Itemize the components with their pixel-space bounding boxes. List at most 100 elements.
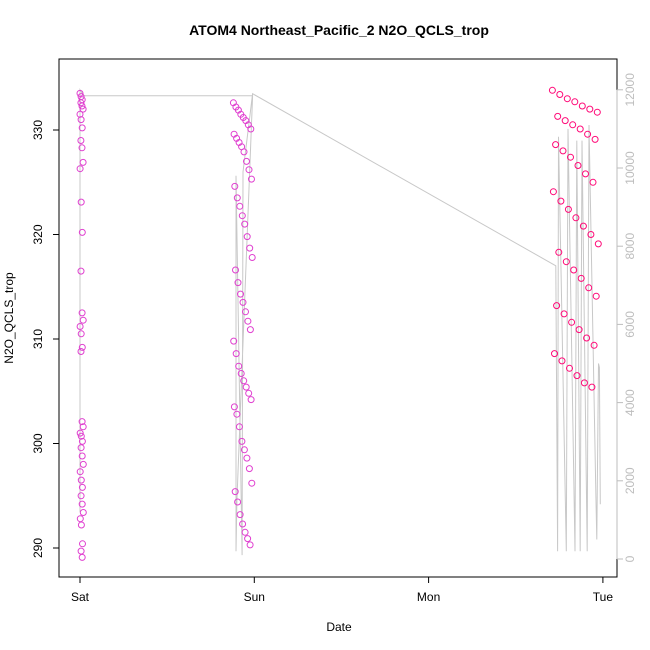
data-point bbox=[233, 410, 241, 418]
data-point bbox=[77, 521, 85, 529]
data-point bbox=[559, 147, 567, 155]
data-point bbox=[245, 465, 253, 473]
data-point bbox=[77, 444, 85, 452]
data-point bbox=[76, 429, 84, 437]
data-point bbox=[79, 316, 87, 324]
data-point bbox=[76, 110, 84, 118]
data-point bbox=[78, 144, 86, 152]
data-point bbox=[79, 460, 87, 468]
data-point bbox=[78, 228, 86, 236]
x-tick-label: Tue bbox=[593, 590, 614, 604]
data-point bbox=[582, 170, 589, 178]
data-point bbox=[78, 500, 86, 508]
data-point bbox=[590, 341, 598, 349]
data-point bbox=[241, 528, 249, 536]
data-point bbox=[238, 212, 246, 220]
x-tick-label: Sat bbox=[71, 590, 90, 604]
data-point bbox=[246, 541, 254, 549]
y-tick-label: 310 bbox=[31, 329, 45, 349]
data-point bbox=[240, 446, 248, 454]
data-point bbox=[576, 125, 584, 133]
y2-tick-label: 0 bbox=[623, 555, 637, 562]
data-point bbox=[248, 479, 256, 487]
y2-tick-label: 6000 bbox=[623, 311, 637, 338]
data-point bbox=[237, 290, 244, 298]
data-point bbox=[591, 135, 599, 143]
x-axis: Sat Sun Mon Tue bbox=[71, 576, 614, 604]
data-point bbox=[79, 158, 87, 166]
data-point bbox=[234, 498, 242, 506]
data-point bbox=[574, 162, 582, 169]
data-point bbox=[78, 343, 86, 351]
y-tick-label: 290 bbox=[31, 538, 45, 558]
data-point bbox=[563, 95, 571, 103]
y-tick-label: 320 bbox=[31, 224, 45, 244]
data-point bbox=[549, 188, 557, 196]
plot-area-border bbox=[58, 58, 618, 578]
data-point bbox=[594, 240, 602, 248]
data-point bbox=[583, 334, 591, 342]
data-point bbox=[78, 437, 86, 445]
x-tick-label: Sun bbox=[244, 590, 265, 604]
data-point bbox=[240, 148, 248, 156]
y2-tick-label: 10000 bbox=[623, 151, 637, 185]
data-point bbox=[560, 310, 568, 318]
data-point bbox=[77, 137, 85, 144]
data-point bbox=[570, 266, 578, 274]
data-point bbox=[238, 437, 246, 445]
data-point bbox=[584, 130, 592, 138]
data-point bbox=[564, 205, 572, 213]
data-point bbox=[77, 198, 85, 206]
data-point bbox=[244, 317, 252, 325]
data-point bbox=[557, 197, 565, 205]
data-point bbox=[77, 547, 85, 555]
data-point bbox=[586, 105, 594, 113]
data-point bbox=[239, 298, 247, 306]
x-axis-label: Date bbox=[326, 620, 352, 634]
data-point bbox=[237, 370, 245, 377]
data-point bbox=[552, 141, 560, 149]
data-point bbox=[553, 302, 561, 310]
data-point bbox=[77, 330, 85, 338]
data-point bbox=[76, 515, 84, 523]
data-point bbox=[555, 248, 563, 256]
data-point bbox=[233, 194, 241, 202]
data-point bbox=[230, 337, 238, 345]
data-point bbox=[592, 292, 600, 300]
y-axis-left: 290 300 310 320 330 bbox=[31, 120, 60, 558]
data-point bbox=[79, 540, 86, 548]
data-point bbox=[78, 553, 86, 561]
y2-tick-label: 2000 bbox=[623, 467, 637, 494]
data-point bbox=[77, 99, 85, 107]
data-point bbox=[588, 383, 596, 391]
data-point bbox=[79, 105, 87, 113]
data-point bbox=[246, 326, 254, 334]
data-point bbox=[78, 483, 86, 491]
data-point bbox=[548, 86, 556, 94]
y2-tick-label: 8000 bbox=[623, 233, 637, 260]
data-point bbox=[242, 308, 249, 316]
data-point bbox=[235, 362, 243, 370]
data-point bbox=[243, 233, 251, 241]
data-point bbox=[76, 323, 84, 330]
data-point bbox=[79, 423, 87, 431]
data-point bbox=[568, 318, 576, 326]
y-tick-label: 330 bbox=[31, 120, 45, 140]
data-point bbox=[248, 175, 255, 183]
data-point bbox=[241, 220, 249, 228]
y-axis-label: N2O_QCLS_trop bbox=[2, 272, 16, 364]
data-point bbox=[575, 326, 583, 334]
data-point bbox=[247, 396, 255, 404]
y-axis-right: 0 2000 4000 6000 8000 10000 12000 bbox=[616, 73, 637, 562]
data-point bbox=[77, 116, 85, 124]
data-point bbox=[78, 309, 86, 317]
data-point bbox=[77, 492, 85, 500]
data-point bbox=[245, 389, 253, 397]
data-points-layer bbox=[76, 86, 602, 561]
data-point bbox=[566, 364, 573, 372]
y2-tick-label: 12000 bbox=[623, 73, 637, 107]
data-point bbox=[587, 231, 595, 238]
chart-title: ATOM4 Northeast_Pacific_2 N2O_QCLS_trop bbox=[189, 22, 489, 38]
data-point bbox=[571, 98, 579, 106]
data-point bbox=[246, 244, 254, 252]
